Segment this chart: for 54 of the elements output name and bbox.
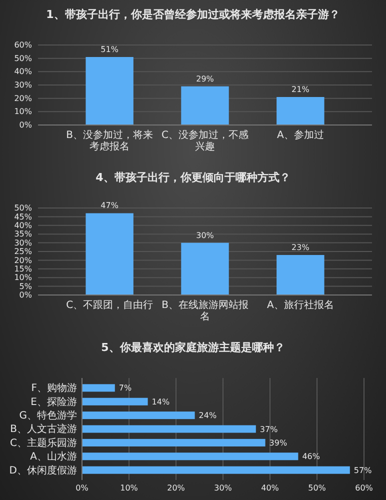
y-tick-label: 0% bbox=[19, 290, 32, 300]
y-tick-label: E、探险游 bbox=[30, 396, 77, 408]
data-label: 51% bbox=[100, 45, 119, 54]
x-tick-label: B、在线旅游网站报名 bbox=[162, 299, 248, 323]
data-label: 21% bbox=[292, 85, 310, 94]
chart-title: 4、带孩子出行，你更倾向于哪种方式？ bbox=[96, 171, 290, 184]
y-tick-label: 25% bbox=[14, 247, 32, 256]
data-label: 37% bbox=[260, 424, 278, 434]
data-label: 14% bbox=[152, 397, 170, 406]
y-tick-label: 40% bbox=[14, 67, 32, 76]
x-tick-label: A、参加过 bbox=[277, 129, 324, 142]
y-tick-label: A、山水游 bbox=[30, 450, 77, 463]
y-tick-label: G、特色游学 bbox=[19, 410, 77, 422]
data-label: 29% bbox=[196, 74, 214, 84]
y-tick-label: D、休闲度假游 bbox=[9, 464, 77, 476]
y-tick-label: 40% bbox=[14, 220, 32, 230]
x-tick-label: 40% bbox=[261, 484, 280, 493]
y-tick-label: 30% bbox=[14, 238, 32, 248]
x-tick-label: B、没参加过，将来考虑报名 bbox=[66, 129, 154, 153]
y-tick-label: 10% bbox=[14, 107, 32, 116]
y-tick-label: 60% bbox=[14, 40, 32, 50]
data-label: 46% bbox=[302, 452, 320, 462]
y-tick-label: B、人文古迹游 bbox=[10, 423, 77, 436]
x-tick-label: 20% bbox=[167, 484, 186, 493]
y-tick-label: 30% bbox=[14, 80, 32, 90]
y-tick-label: 20% bbox=[14, 94, 32, 103]
x-tick-label: 30% bbox=[214, 484, 232, 493]
chart-title: 5、你最喜欢的家庭旅游主题是哪种？ bbox=[101, 341, 285, 354]
data-label: 23% bbox=[292, 242, 310, 252]
x-tick-label: 10% bbox=[120, 484, 138, 493]
x-tick-label: C、不跟团，自由行 bbox=[66, 299, 154, 312]
y-tick-label: 15% bbox=[14, 264, 32, 274]
y-tick-label: 20% bbox=[14, 256, 32, 265]
y-tick-label: 35% bbox=[14, 230, 32, 239]
x-tick-label: C、没参加过，不感兴趣 bbox=[162, 129, 248, 153]
y-tick-label: 5% bbox=[19, 282, 32, 291]
x-tick-label: 50% bbox=[308, 484, 326, 493]
x-tick-label: 0% bbox=[76, 484, 89, 493]
data-label: 47% bbox=[100, 201, 119, 210]
y-tick-label: 50% bbox=[14, 54, 32, 63]
data-label: 57% bbox=[354, 466, 372, 475]
y-tick-label: 45% bbox=[14, 212, 32, 222]
y-tick-label: F、购物游 bbox=[31, 382, 77, 394]
y-tick-label: C、主题乐园游 bbox=[10, 436, 77, 449]
data-label: 30% bbox=[196, 230, 214, 240]
data-label: 39% bbox=[269, 438, 288, 448]
x-tick-label: 60% bbox=[355, 484, 374, 493]
data-label: 24% bbox=[198, 411, 217, 420]
y-tick-label: 10% bbox=[14, 273, 32, 282]
y-tick-label: 0% bbox=[19, 120, 32, 130]
x-tick-label: A、旅行社报名 bbox=[267, 299, 334, 312]
chart-title: 1、带孩子出行，你是否曾经参加过或将来考虑报名亲子游？ bbox=[46, 8, 340, 21]
y-tick-label: 50% bbox=[14, 204, 32, 213]
data-label: 7% bbox=[118, 384, 132, 393]
